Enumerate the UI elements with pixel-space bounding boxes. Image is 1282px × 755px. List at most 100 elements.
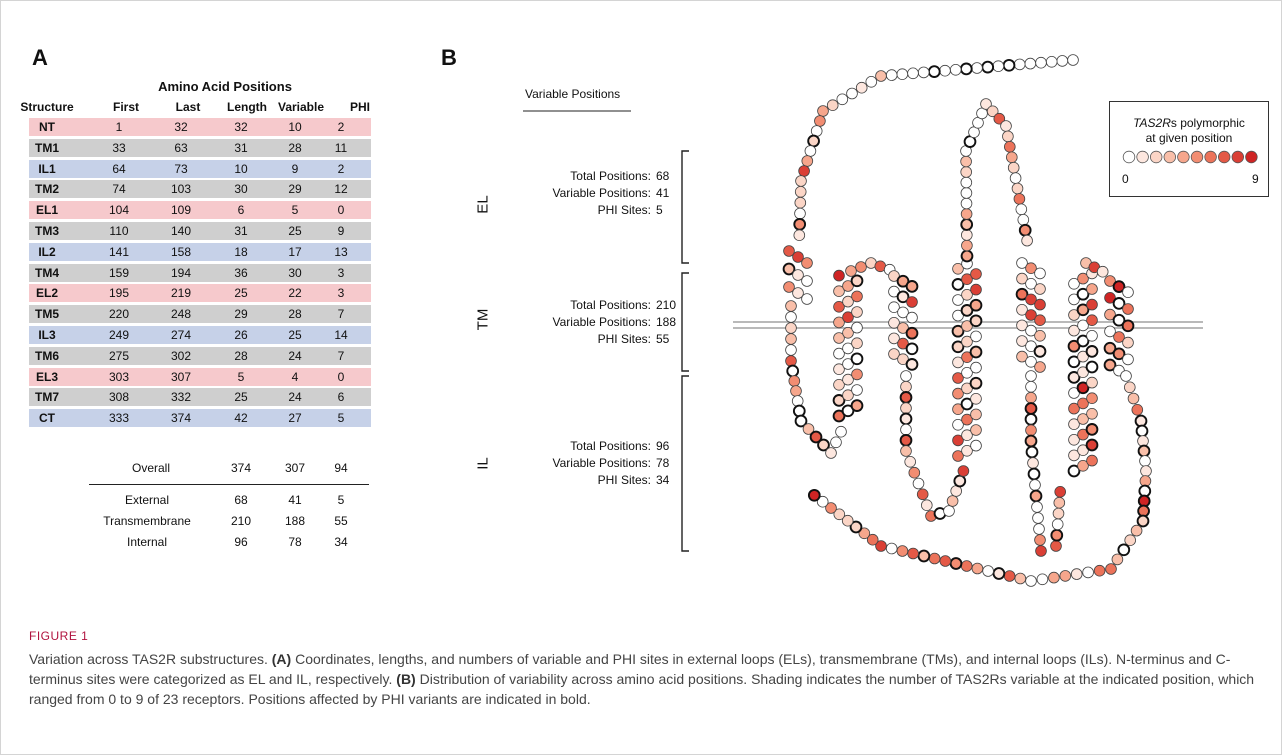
table-cell-phi: 2 <box>337 120 345 134</box>
table-cell-length: 6 <box>237 203 245 218</box>
region-il-total-label: Total Positions: <box>570 439 651 453</box>
residue-circle <box>785 333 797 345</box>
summary-row: External 68 41 5 <box>29 491 371 509</box>
residue-circle <box>791 395 804 407</box>
summary-phi: 34 <box>334 535 348 549</box>
residue-circle <box>814 115 826 127</box>
residue-circle <box>1067 54 1079 66</box>
residue-circle <box>1024 434 1038 448</box>
table-cell-length: 31 <box>234 140 248 155</box>
residue-circle <box>1112 297 1126 310</box>
residue-circle <box>1120 370 1132 382</box>
residue-circle <box>1025 445 1039 459</box>
table-cell-phi: 9 <box>337 224 345 238</box>
residue-circle <box>1002 58 1016 72</box>
residue-circle <box>917 66 930 79</box>
residue-circle <box>1025 575 1037 587</box>
table-cell-variable: 24 <box>288 348 302 363</box>
legend-level-1 <box>1136 150 1149 164</box>
summary-variable: 188 <box>284 514 306 528</box>
region-bracket <box>681 375 689 552</box>
residue-circle <box>980 98 992 110</box>
residue-circle <box>1112 280 1126 293</box>
residue-circle <box>1067 355 1081 369</box>
table-cell-structure: NT <box>39 120 55 134</box>
table-cell-last: 248 <box>170 307 192 322</box>
residue-circle <box>952 434 964 447</box>
residue-circle <box>961 273 973 286</box>
residue-circle <box>1085 423 1099 436</box>
residue-circle <box>782 262 796 276</box>
residue-circle <box>952 294 964 306</box>
residue-circle <box>825 502 837 514</box>
residue-circle <box>785 344 797 356</box>
residue-circle <box>992 60 1005 72</box>
residue-circle <box>833 316 845 329</box>
residue-circle <box>946 495 959 507</box>
table-cell-length: 26 <box>234 328 248 342</box>
region-el-total-label: Total Positions: <box>570 169 651 183</box>
residue-circle <box>888 348 900 360</box>
table-cell-structure: TM7 <box>35 390 59 405</box>
residue-circle <box>875 70 887 82</box>
residue-circle <box>1056 55 1069 67</box>
table-cell-first: 195 <box>108 286 130 301</box>
residue-circle <box>1059 570 1072 582</box>
table-cell-variable: 25 <box>288 328 302 342</box>
residue-circle <box>908 466 921 479</box>
region-el-variable: 41 <box>656 186 670 200</box>
table-cell-length: 30 <box>234 182 248 197</box>
residue-circle <box>833 300 845 313</box>
table-cell-variable: 30 <box>288 265 302 280</box>
residue-circle <box>842 389 854 402</box>
residue-circle <box>907 67 919 80</box>
panel-a-letter: A <box>32 45 48 70</box>
residue-circle <box>960 218 974 231</box>
region-tm-total-label: Total Positions: <box>570 298 651 312</box>
table-row: IL3 249 274 26 25 14 <box>29 326 371 344</box>
overall-phi: 94 <box>334 461 348 475</box>
residue-circle <box>960 208 973 220</box>
residue-circle <box>1068 402 1080 415</box>
residue-circle <box>961 366 973 379</box>
residue-circle <box>1034 283 1046 295</box>
table-cell-structure: IL2 <box>38 244 56 259</box>
overall-length: 374 <box>230 461 252 475</box>
legend-level-4 <box>1177 150 1190 164</box>
residue-circle <box>851 290 863 303</box>
residue-circle <box>792 251 804 263</box>
residue-circle <box>1011 182 1024 195</box>
residue-circle <box>1122 336 1134 349</box>
residue-circle <box>970 330 982 343</box>
residue-circle <box>970 268 982 280</box>
legend-title-rest: s polymorphic <box>1170 116 1245 130</box>
table-row: IL1 64 73 10 9 2 <box>29 159 371 178</box>
residue-circle <box>851 368 863 381</box>
region-il-phi-label: PHI Sites: <box>597 473 651 487</box>
residue-circle <box>897 306 909 319</box>
table-cell-last: 374 <box>170 411 192 426</box>
residue-circle <box>1093 564 1106 577</box>
residue-circle <box>960 166 972 178</box>
residue-circle <box>1017 214 1030 226</box>
residue-circle <box>970 392 982 405</box>
table-cell-structure: EL2 <box>35 286 58 301</box>
residue-circle <box>798 165 810 177</box>
region-tm-total: 210 <box>656 298 677 312</box>
residue-circle <box>961 288 973 301</box>
residue-circle <box>801 275 813 287</box>
table-cell-variable: 17 <box>288 244 302 259</box>
residue-circle <box>817 105 829 117</box>
region-bracket <box>681 272 689 372</box>
residue-circle <box>888 332 900 345</box>
table-row: EL1 104 109 6 5 0 <box>29 201 371 220</box>
table-cell-last: 63 <box>174 140 188 155</box>
residue-circle <box>855 261 867 273</box>
table-cell-structure: TM2 <box>35 182 59 197</box>
residue-circle <box>952 387 964 400</box>
residue-circle <box>783 281 795 293</box>
legend-level-7 <box>1217 150 1231 164</box>
residue-circle <box>793 217 807 231</box>
table-cell-phi: 7 <box>337 348 345 363</box>
residue-circle <box>1077 413 1089 425</box>
